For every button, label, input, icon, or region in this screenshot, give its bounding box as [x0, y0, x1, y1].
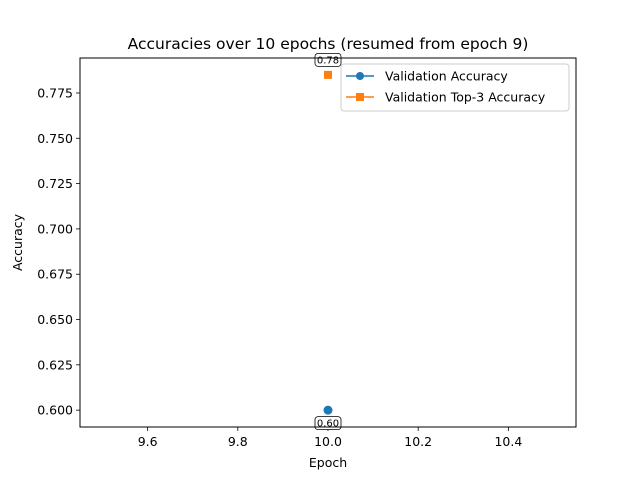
- x-tick-label-10-2: 10.2: [404, 434, 432, 449]
- y-tick-label-0-650: 0.650: [37, 312, 73, 327]
- y-tick-label-0-725: 0.725: [37, 176, 73, 191]
- plot-area: [80, 58, 576, 427]
- y-tick-label-0-750: 0.750: [37, 131, 73, 146]
- legend-label-validation-accuracy: Validation Accuracy: [385, 69, 508, 84]
- legend: Validation Accuracy Validation Top-3 Acc…: [340, 63, 570, 112]
- data-point-validation-accuracy: [323, 405, 333, 415]
- data-label-box-validation-accuracy: [314, 416, 342, 431]
- plot-frame: [79, 57, 577, 428]
- data-marks: 0.60 0.78: [314, 52, 342, 431]
- x-tick-label-10-0: 10.0: [314, 434, 342, 449]
- data-label-box-validation-top-3-accuracy: [314, 52, 342, 67]
- x-tick-label-10-4: 10.4: [494, 434, 522, 449]
- y-axis-label: Accuracy: [10, 213, 25, 271]
- data-label-validation-top-3-accuracy: 0.78: [317, 55, 339, 66]
- y-tick-label-0-600: 0.600: [37, 403, 73, 418]
- chart-title: Accuracies over 10 epochs (resumed from …: [128, 35, 529, 53]
- x-axis-label: Epoch: [309, 455, 347, 470]
- y-tick-label-0-775: 0.775: [37, 85, 73, 100]
- data-point-validation-top-3-accuracy: [324, 70, 332, 79]
- x-tick-label-9-6: 9.6: [138, 434, 158, 449]
- y-tick-label-0-675: 0.675: [37, 267, 73, 282]
- legend-box: [340, 63, 570, 112]
- y-tick-label-0-625: 0.625: [37, 357, 73, 372]
- y-axis-ticks: 0.600 0.625 0.650 0.675 0.700 0.725 0.750 0.775: [37, 85, 80, 418]
- legend-marker-validation-top3-accuracy: [356, 93, 364, 101]
- legend-label-validation-top3-accuracy: Validation Top-3 Accuracy: [385, 90, 546, 105]
- legend-marker-validation-accuracy: [356, 72, 364, 80]
- data-label-validation-accuracy: 0.60: [317, 419, 339, 430]
- x-tick-label-9-8: 9.8: [228, 434, 248, 449]
- y-tick-label-0-700: 0.700: [37, 221, 73, 236]
- x-axis-ticks: 9.6 9.8 10.0 10.2 10.4: [138, 427, 522, 449]
